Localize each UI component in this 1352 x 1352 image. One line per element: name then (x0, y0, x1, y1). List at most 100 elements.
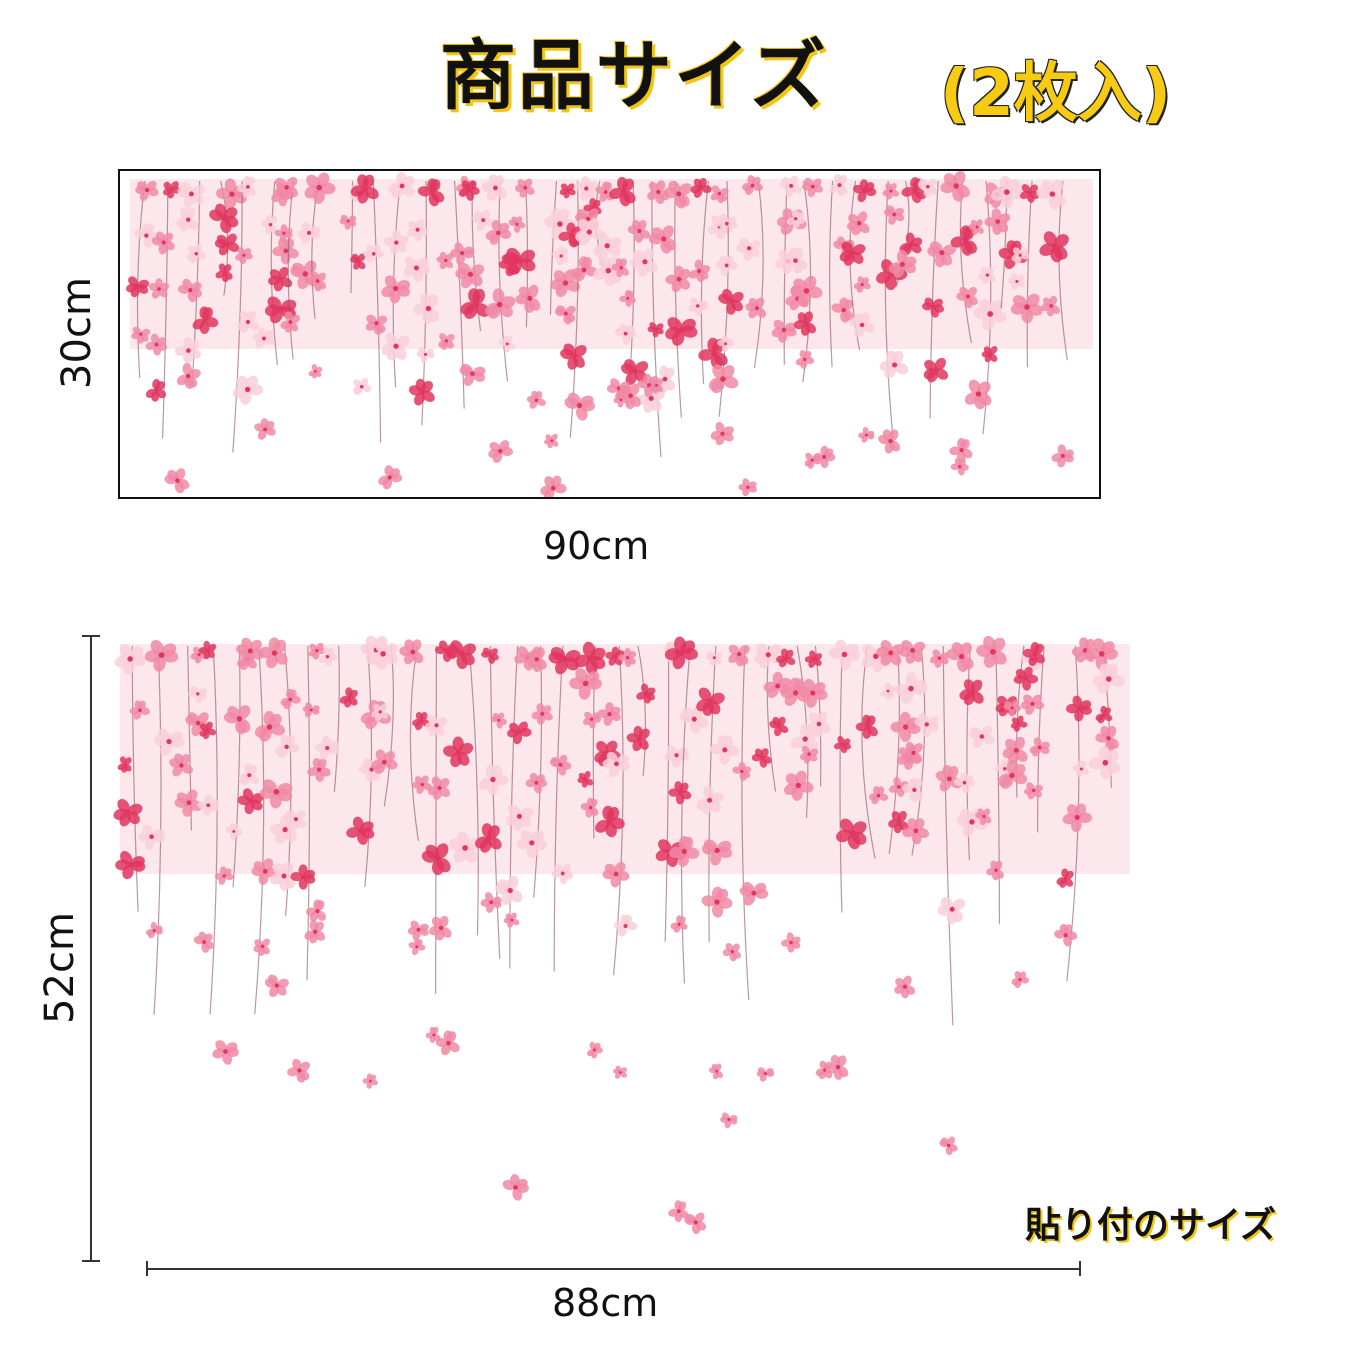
blossom-icon (543, 208, 577, 240)
blossom-icon (701, 839, 733, 866)
blossom-icon (806, 711, 831, 738)
blossom-icon (177, 278, 202, 303)
blossom-icon (254, 711, 285, 742)
width-dimension-line (147, 1268, 1080, 1270)
blossom-icon (455, 262, 485, 289)
blossom-icon (485, 219, 512, 245)
blossom-icon (287, 1058, 310, 1083)
blossom-icon (339, 687, 358, 708)
blossom-icon (990, 175, 1024, 209)
blossom-icon (260, 215, 278, 235)
blossom-icon (894, 975, 916, 999)
blossom-icon (403, 257, 431, 282)
blossom-icon (421, 843, 451, 876)
blossom-icon (113, 798, 143, 827)
blossom-icon (371, 749, 398, 774)
blossom-icon (937, 897, 966, 925)
blossom-icon (280, 311, 301, 333)
blossom-icon (264, 974, 289, 998)
blossom-icon (812, 445, 836, 469)
blossom-icon (738, 478, 757, 497)
blossom-icon (664, 636, 698, 670)
blossom-icon (253, 938, 270, 956)
product-sheet (118, 169, 1101, 499)
blossom-icon (828, 639, 861, 671)
blossom-icon (571, 256, 598, 282)
blossom-icon (984, 208, 1011, 235)
blossom-icon (350, 253, 366, 270)
blossom-icon (614, 323, 637, 345)
blossom-icon (888, 810, 910, 834)
blossom-icon (508, 216, 526, 233)
blossom-icon (307, 271, 327, 292)
blossom-icon (144, 639, 179, 672)
blossom-icon (969, 725, 995, 748)
blossom-icon (305, 899, 326, 922)
blossom-icon (498, 335, 516, 353)
blossom-icon (1011, 247, 1030, 265)
blossom-icon (383, 229, 409, 255)
blossom-icon (417, 178, 445, 207)
applied-size-caption: 貼り付のサイズ (1025, 1205, 1276, 1246)
blossom-icon (739, 882, 769, 906)
blossom-icon (679, 705, 709, 734)
blossom-icon (732, 761, 752, 781)
blossom-icon (318, 647, 338, 667)
blossom-icon (1024, 782, 1043, 800)
blossom-icon (756, 1067, 775, 1082)
blossom-icon (899, 232, 923, 256)
product-height-label: 30cm (54, 277, 100, 389)
blossom-icon (198, 640, 217, 660)
blossom-icon (1040, 295, 1060, 317)
blossom-icon (708, 364, 739, 394)
blossom-icon (722, 943, 741, 962)
blossom-icon (690, 177, 712, 198)
blossom-icon (252, 327, 275, 349)
blossom-icon (715, 255, 738, 276)
blossom-icon (1095, 725, 1119, 752)
blossom-icon (388, 171, 415, 199)
blossom-icon (514, 178, 535, 198)
blossom-icon (559, 183, 576, 199)
blossom-icon (516, 829, 547, 859)
blossom-icon (438, 333, 455, 350)
blossom-icon (502, 1174, 529, 1201)
blossom-icon (771, 319, 797, 343)
blossom-icon (381, 275, 411, 304)
blossom-icon (238, 763, 259, 786)
blossom-icon (174, 337, 201, 364)
blossom-icon (365, 314, 388, 335)
blossom-icon (269, 862, 296, 891)
blossom-icon (215, 263, 233, 283)
blossom-icon (855, 714, 878, 739)
blossom-icon (1022, 642, 1045, 666)
blossom-illustration-applied (113, 635, 1130, 1235)
blossom-icon (795, 350, 815, 369)
blossom-icon (223, 705, 251, 735)
blossom-icon (793, 311, 816, 336)
blossom-icon (858, 426, 875, 443)
blossom-icon (1036, 179, 1066, 210)
width-dimension-cap-right (1079, 1261, 1081, 1276)
blossom-icon (917, 178, 937, 198)
blossom-icon (138, 824, 165, 850)
blossom-icon (192, 306, 219, 335)
blossom-icon (237, 175, 256, 198)
blossom-icon (145, 333, 168, 356)
blossom-icon (134, 223, 159, 248)
blossom-icon (742, 175, 763, 195)
blossom-icon (586, 1041, 603, 1059)
blossom-icon (620, 359, 649, 385)
blossom-icon (922, 297, 945, 318)
blossom-icon (1010, 293, 1043, 324)
blossom-icon (472, 209, 494, 232)
blossom-icon (782, 247, 808, 274)
blossom-icon (145, 921, 163, 939)
blossom-icon (188, 685, 207, 704)
blossom-icon (560, 343, 587, 370)
blossom-icon (708, 1063, 723, 1080)
blossom-icon (503, 247, 536, 276)
blossom-icon (668, 835, 700, 867)
blossom-icon (413, 293, 440, 324)
blossom-icon (595, 805, 625, 838)
